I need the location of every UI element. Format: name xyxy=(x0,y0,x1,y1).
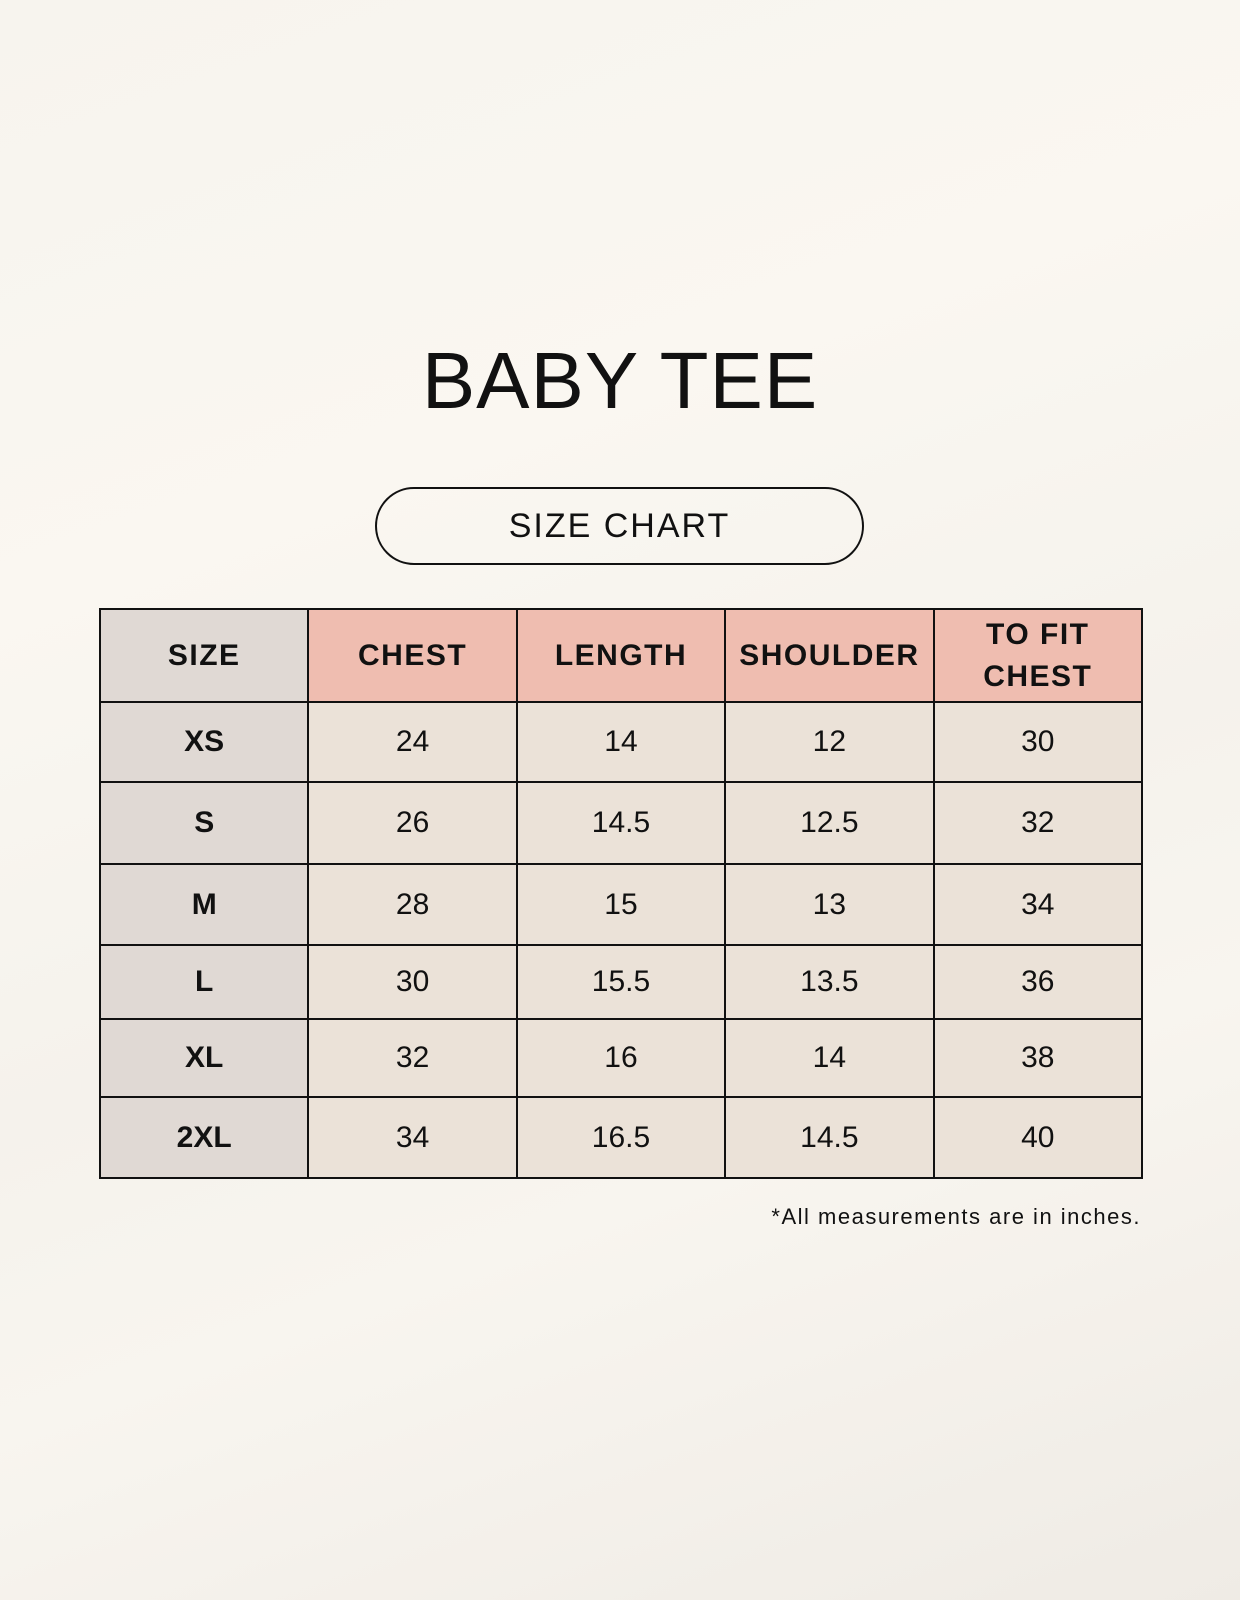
measurement-cell: 14.5 xyxy=(724,1096,935,1179)
measurement-cell: 32 xyxy=(307,1018,518,1098)
measurement-cell: 16 xyxy=(515,1018,727,1098)
measurement-cell: 24 xyxy=(307,701,518,783)
measurement-cell: 13.5 xyxy=(724,944,935,1020)
size-chart-label: SIZE CHART xyxy=(375,487,864,565)
size-cell: L xyxy=(98,944,310,1020)
header-to-fit-chest: TO FIT CHEST xyxy=(932,608,1144,703)
measurement-cell: 26 xyxy=(307,781,518,865)
measurement-cell: 36 xyxy=(932,944,1144,1020)
measurement-cell: 30 xyxy=(307,944,518,1020)
measurement-cell: 30 xyxy=(932,701,1144,783)
measurement-cell: 34 xyxy=(932,863,1144,946)
table-row: XL 32 16 14 38 xyxy=(98,1018,1144,1098)
size-cell: XS xyxy=(98,701,310,783)
table-row: L 30 15.5 13.5 36 xyxy=(98,944,1144,1020)
size-cell: M xyxy=(98,863,310,946)
measurement-cell: 12 xyxy=(724,701,935,783)
header-shoulder: SHOULDER xyxy=(724,608,935,703)
measurement-cell: 14 xyxy=(724,1018,935,1098)
measurement-cell: 13 xyxy=(724,863,935,946)
measurement-cell: 16.5 xyxy=(515,1096,727,1179)
measurement-cell: 14.5 xyxy=(515,781,727,865)
measurement-cell: 15 xyxy=(515,863,727,946)
table-row: S 26 14.5 12.5 32 xyxy=(98,781,1144,865)
table-header-row: SIZE CHEST LENGTH SHOULDER TO FIT CHEST xyxy=(98,608,1144,703)
measurement-cell: 38 xyxy=(932,1018,1144,1098)
table-row: M 28 15 13 34 xyxy=(98,863,1144,946)
size-table: SIZE CHEST LENGTH SHOULDER TO FIT CHEST … xyxy=(98,608,1144,1179)
measurement-cell: 14 xyxy=(515,701,727,783)
footnote: *All measurements are in inches. xyxy=(771,1204,1141,1229)
measurement-cell: 40 xyxy=(932,1096,1144,1179)
measurement-cell: 15.5 xyxy=(515,944,727,1020)
table-row: XS 24 14 12 30 xyxy=(98,701,1144,783)
size-cell: XL xyxy=(98,1018,310,1098)
table-row: 2XL 34 16.5 14.5 40 xyxy=(98,1096,1144,1179)
header-length: LENGTH xyxy=(515,608,727,703)
header-chest: CHEST xyxy=(307,608,518,703)
size-cell: 2XL xyxy=(98,1096,310,1179)
size-cell: S xyxy=(98,781,310,865)
page-title: BABY TEE xyxy=(421,336,819,425)
measurement-cell: 32 xyxy=(932,781,1144,865)
measurement-cell: 12.5 xyxy=(724,781,935,865)
header-size: SIZE xyxy=(98,608,310,703)
measurement-cell: 28 xyxy=(307,863,518,946)
measurement-cell: 34 xyxy=(307,1096,518,1179)
